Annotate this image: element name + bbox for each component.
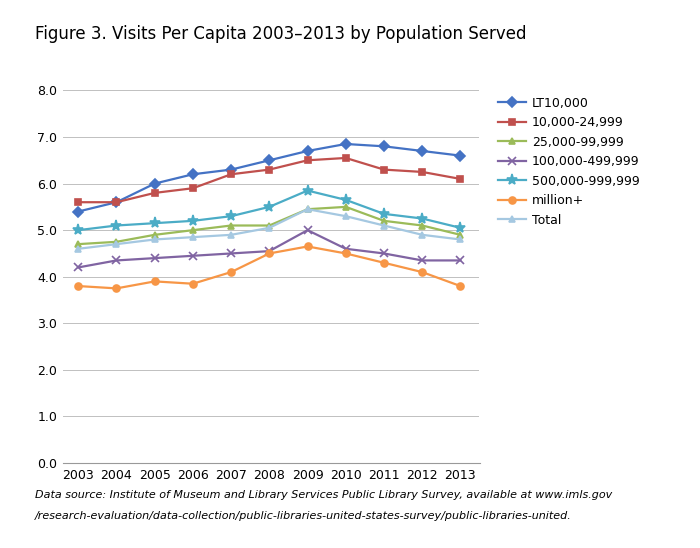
25,000-99,999 [342,203,350,210]
25,000-99,999 [456,231,465,238]
Total [456,236,465,243]
100,000-499,999 [227,250,235,256]
500,000-999,999 [456,225,465,231]
25,000-99,999 [189,227,197,233]
Total [380,222,389,229]
million+ [380,259,389,266]
100,000-499,999 [342,246,350,252]
Total [227,231,235,238]
million+ [456,283,465,289]
Text: /research-evaluation/data-collection/public-libraries-united-states-survey/publi: /research-evaluation/data-collection/pub… [35,511,572,521]
10,000-24,999 [189,185,197,191]
10,000-24,999 [380,167,389,173]
10,000-24,999 [112,199,120,206]
Total [303,206,312,213]
million+ [303,243,312,250]
Line: 25,000-99,999: 25,000-99,999 [75,203,464,248]
LT10,000 [74,208,83,215]
10,000-24,999 [74,199,83,206]
500,000-999,999 [342,197,350,203]
100,000-499,999 [150,255,159,261]
Line: Total: Total [75,206,464,252]
10,000-24,999 [227,171,235,178]
Text: Data source: Institute of Museum and Library Services Public Library Survey, ava: Data source: Institute of Museum and Lib… [35,490,612,500]
10,000-24,999 [265,167,274,173]
Total [74,246,83,252]
Legend: LT10,000, 10,000-24,999, 25,000-99,999, 100,000-499,999, 500,000-999,999, millio: LT10,000, 10,000-24,999, 25,000-99,999, … [498,96,640,227]
LT10,000 [227,167,235,173]
LT10,000 [418,147,426,154]
million+ [342,250,350,256]
LT10,000 [342,141,350,147]
25,000-99,999 [265,222,274,229]
Line: million+: million+ [75,243,464,292]
25,000-99,999 [380,218,389,224]
million+ [112,285,120,292]
LT10,000 [189,171,197,178]
LT10,000 [303,147,312,154]
million+ [418,269,426,276]
Line: LT10,000: LT10,000 [75,140,464,215]
500,000-999,999 [227,213,235,219]
500,000-999,999 [265,203,274,210]
25,000-99,999 [418,222,426,229]
500,000-999,999 [380,210,389,217]
million+ [265,250,274,256]
10,000-24,999 [150,190,159,196]
LT10,000 [380,143,389,150]
10,000-24,999 [342,155,350,161]
Line: 10,000-24,999: 10,000-24,999 [75,155,464,206]
Total [418,231,426,238]
500,000-999,999 [189,218,197,224]
100,000-499,999 [189,253,197,259]
25,000-99,999 [227,222,235,229]
Total [265,225,274,231]
million+ [227,269,235,276]
Total [150,236,159,243]
500,000-999,999 [150,220,159,226]
100,000-499,999 [74,264,83,271]
LT10,000 [265,157,274,163]
Total [189,234,197,241]
100,000-499,999 [303,227,312,233]
Line: 500,000-999,999: 500,000-999,999 [73,185,466,236]
10,000-24,999 [456,175,465,182]
Total [342,213,350,219]
10,000-24,999 [418,169,426,175]
100,000-499,999 [456,257,465,264]
Total [112,241,120,247]
25,000-99,999 [303,206,312,213]
LT10,000 [150,180,159,187]
500,000-999,999 [303,187,312,194]
100,000-499,999 [380,250,389,256]
Line: 100,000-499,999: 100,000-499,999 [74,226,465,272]
500,000-999,999 [74,227,83,233]
LT10,000 [456,152,465,159]
LT10,000 [112,199,120,206]
25,000-99,999 [74,241,83,247]
25,000-99,999 [112,238,120,245]
100,000-499,999 [265,248,274,254]
million+ [189,281,197,287]
25,000-99,999 [150,231,159,238]
million+ [74,283,83,289]
million+ [150,278,159,285]
100,000-499,999 [418,257,426,264]
500,000-999,999 [112,222,120,229]
10,000-24,999 [303,157,312,163]
500,000-999,999 [418,215,426,222]
Text: Figure 3. Visits Per Capita 2003–2013 by Population Served: Figure 3. Visits Per Capita 2003–2013 by… [35,25,526,43]
100,000-499,999 [112,257,120,264]
